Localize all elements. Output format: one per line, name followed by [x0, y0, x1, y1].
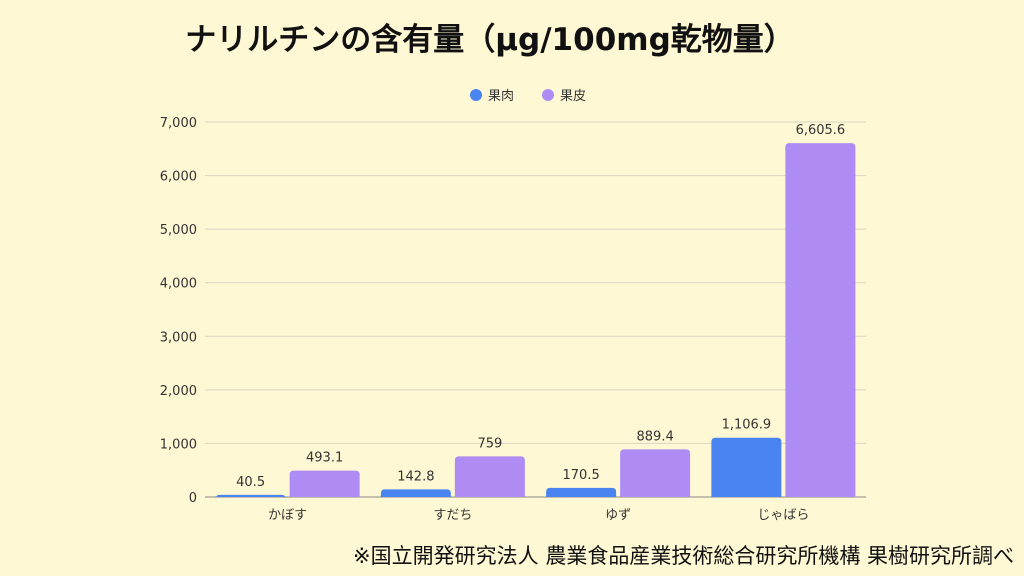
x-tick-label: じゃばら	[757, 508, 809, 523]
bar-果皮	[785, 143, 856, 497]
y-tick-label: 4,000	[160, 277, 197, 292]
y-tick-label: 6,000	[160, 170, 197, 185]
bar-果皮	[620, 449, 691, 497]
y-tick-label: 2,000	[160, 384, 197, 399]
legend-label: 果肉	[488, 89, 514, 104]
legend-marker	[542, 89, 554, 101]
data-label: 170.5	[563, 468, 600, 483]
x-tick-label: すだち	[433, 508, 472, 523]
bar-果肉	[711, 437, 782, 497]
data-label: 142.8	[397, 469, 434, 484]
data-label: 759	[477, 436, 502, 451]
legend-marker	[470, 89, 482, 101]
y-tick-label: 5,000	[160, 223, 197, 238]
data-label: 1,106.9	[722, 418, 772, 433]
bar-果皮	[289, 470, 360, 497]
data-label: 40.5	[236, 475, 265, 490]
data-label: 6,605.6	[796, 123, 846, 138]
bar-果皮	[454, 456, 525, 497]
bar-果肉	[215, 494, 286, 499]
y-tick-label: 7,000	[160, 116, 197, 131]
y-tick-label: 0	[189, 491, 197, 506]
y-tick-label: 1,000	[160, 437, 197, 452]
bar-果肉	[546, 487, 617, 497]
bar-果肉	[380, 489, 451, 497]
x-tick-label: ゆず	[605, 508, 631, 523]
chart-title: ナリルチンの含有量（μg/100mg乾物量）	[185, 22, 795, 58]
data-label: 493.1	[306, 451, 343, 466]
legend-label: 果皮	[560, 89, 586, 104]
data-label: 889.4	[637, 429, 674, 444]
x-tick-label: かぼす	[268, 508, 307, 523]
source-note: ※国立開発研究法人 農業食品産業技術総合研究所機構 果樹研究所調べ	[353, 544, 1014, 568]
y-tick-label: 3,000	[160, 330, 197, 345]
